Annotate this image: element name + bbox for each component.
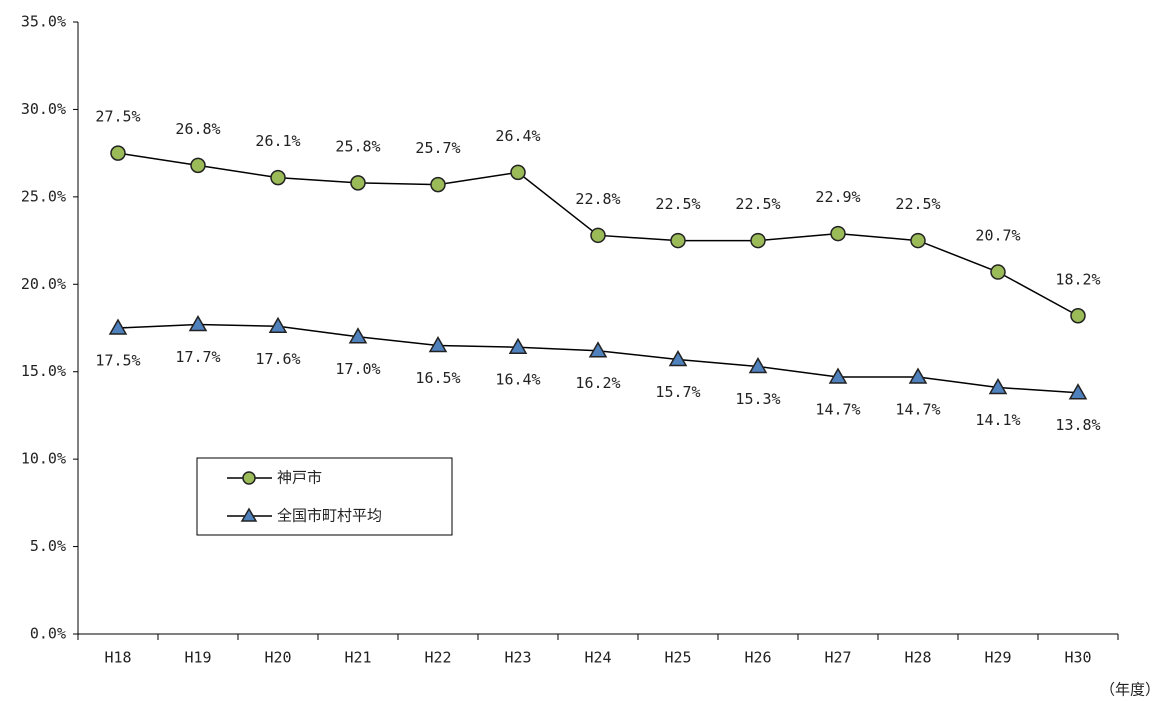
x-tick-label: H30 xyxy=(1064,649,1091,667)
data-label: 26.4% xyxy=(495,127,540,145)
x-tick-label: H18 xyxy=(104,649,131,667)
data-point xyxy=(348,327,368,344)
legend-marker xyxy=(240,507,258,522)
data-label: 15.7% xyxy=(655,383,700,401)
data-point xyxy=(110,145,126,161)
data-point xyxy=(428,335,448,353)
data-label: 16.5% xyxy=(415,369,460,387)
legend-box xyxy=(196,457,453,536)
x-tick-label: H22 xyxy=(424,649,451,667)
data-label: 26.8% xyxy=(175,120,220,138)
y-tick-label: 25.0% xyxy=(21,187,66,205)
data-point xyxy=(748,356,768,374)
data-point xyxy=(590,227,606,244)
data-label: 22.5% xyxy=(895,195,940,213)
data-point xyxy=(268,316,288,334)
y-tick-label: 35.0% xyxy=(21,13,66,31)
x-tick-label: H20 xyxy=(264,649,291,667)
data-point xyxy=(668,349,688,367)
data-point xyxy=(588,341,608,358)
legend-label: 神戸市 xyxy=(277,469,322,487)
x-tick-label: H29 xyxy=(984,649,1011,667)
x-tick-label: H23 xyxy=(504,649,531,667)
data-point xyxy=(108,318,128,335)
x-tick-label: H21 xyxy=(344,649,371,667)
x-tick-label: H28 xyxy=(904,649,931,667)
y-tick-label: 0.0% xyxy=(30,625,66,643)
data-point xyxy=(910,232,926,249)
data-point xyxy=(908,367,928,384)
data-label: 26.1% xyxy=(255,132,300,150)
data-label: 14.1% xyxy=(975,411,1020,429)
data-label: 15.3% xyxy=(735,390,780,408)
data-label: 22.5% xyxy=(735,195,780,213)
data-point xyxy=(830,225,846,242)
data-point xyxy=(430,176,446,193)
data-point xyxy=(1070,308,1086,324)
data-label: 22.8% xyxy=(575,190,620,208)
data-label: 17.0% xyxy=(335,360,380,378)
legend-label: 全国市町村平均 xyxy=(277,507,382,525)
x-tick-label: H19 xyxy=(184,649,211,667)
y-tick-label: 20.0% xyxy=(21,275,66,293)
x-tick-label: H26 xyxy=(744,649,771,667)
y-tick-label: 15.0% xyxy=(21,362,66,380)
data-point xyxy=(510,164,526,181)
x-tick-label: H25 xyxy=(664,649,691,667)
data-label: 25.7% xyxy=(415,139,460,157)
data-point xyxy=(508,337,528,354)
y-tick-label: 10.0% xyxy=(21,450,66,468)
data-label: 20.7% xyxy=(975,227,1020,245)
x-tick-label: H27 xyxy=(824,649,851,667)
data-label: 16.4% xyxy=(495,371,540,389)
y-tick-label: 30.0% xyxy=(21,100,66,118)
legend-marker xyxy=(242,471,256,485)
data-label: 22.5% xyxy=(655,195,700,213)
data-point xyxy=(190,157,206,174)
data-label: 17.5% xyxy=(95,352,140,370)
data-point xyxy=(988,377,1008,395)
data-label: 16.2% xyxy=(575,374,620,392)
data-point xyxy=(828,367,848,384)
data-label: 14.7% xyxy=(895,400,940,418)
data-label: 14.7% xyxy=(815,400,860,418)
x-axis-label: （年度） xyxy=(1100,681,1160,699)
data-label: 17.6% xyxy=(255,350,300,368)
data-point xyxy=(350,175,366,191)
data-point xyxy=(1068,383,1088,400)
data-point xyxy=(990,264,1006,280)
data-label: 27.5% xyxy=(95,108,140,126)
data-point xyxy=(270,169,286,186)
data-point xyxy=(188,314,208,332)
y-tick-label: 5.0% xyxy=(30,537,66,555)
data-label: 17.7% xyxy=(175,348,220,366)
data-label: 25.8% xyxy=(335,137,380,155)
x-tick-label: H24 xyxy=(584,649,611,667)
data-point xyxy=(670,232,686,249)
data-point xyxy=(750,232,766,249)
data-label: 18.2% xyxy=(1055,270,1100,288)
data-label: 22.9% xyxy=(815,188,860,206)
data-label: 13.8% xyxy=(1055,416,1100,434)
